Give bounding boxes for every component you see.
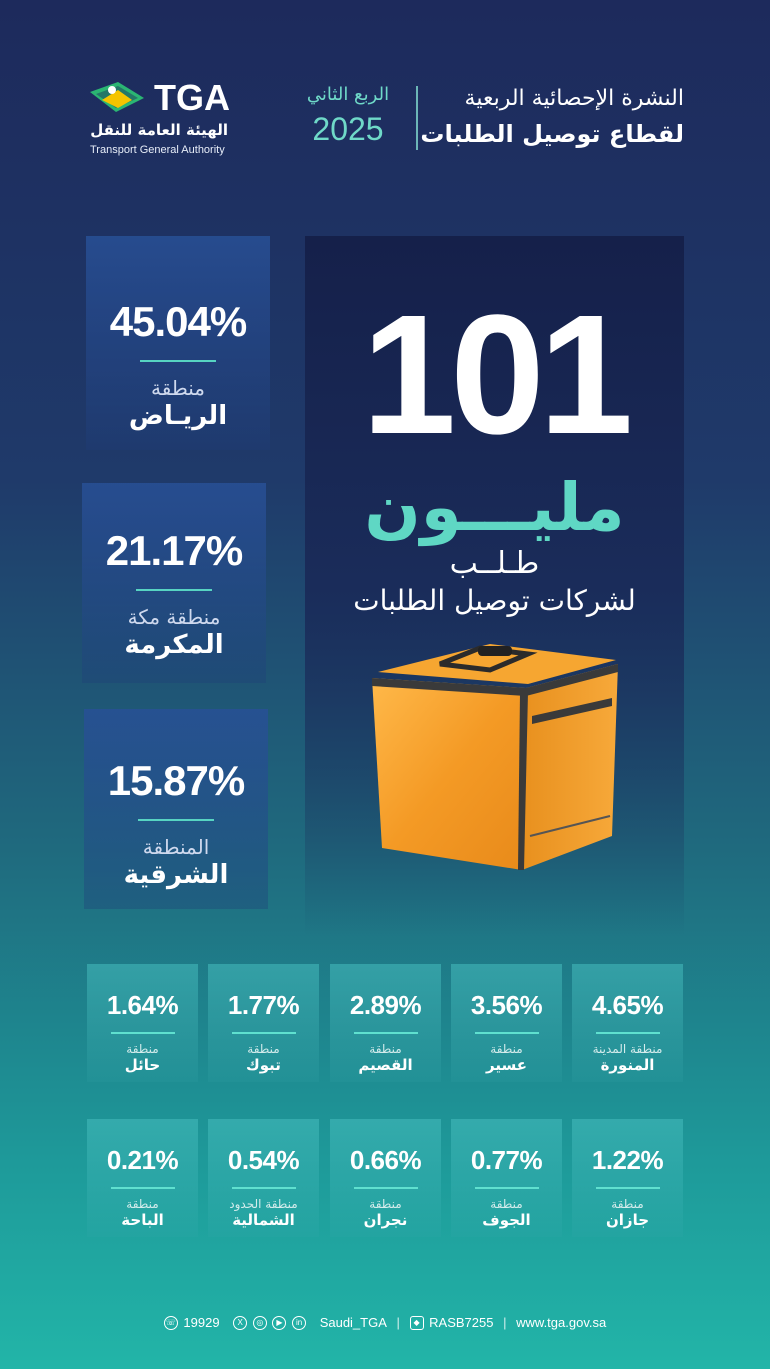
region-percent: 0.66% <box>349 1145 422 1175</box>
region-card-hail: 1.64% منطقة حائل <box>87 964 198 1082</box>
region-name: الباحة <box>121 1211 164 1229</box>
region-name: نجران <box>363 1211 408 1229</box>
title-line2: لقطاع توصيل الطلبات <box>420 120 684 148</box>
delivery-bag-icon <box>372 644 618 870</box>
headline-number: 101 <box>361 280 634 470</box>
divider-line <box>110 1187 175 1189</box>
region-name: تبوك <box>246 1056 281 1074</box>
region-name: جازان <box>605 1211 650 1229</box>
footer-social-handle[interactable]: Saudi_TGA <box>319 1315 387 1331</box>
region-card-tabuk: 1.77% منطقة تبوك <box>208 964 319 1082</box>
region-prefix: المنطقة <box>142 835 210 859</box>
divider-line <box>474 1032 539 1034</box>
region-name: الشرقية <box>123 860 229 890</box>
region-name: الريـاض <box>128 401 228 431</box>
quarter-year: 2025 <box>312 111 384 147</box>
region-prefix: منطقة <box>369 1197 402 1211</box>
headline-unit: مليـــون <box>364 469 625 546</box>
region-percent: 0.54% <box>227 1145 300 1175</box>
region-card-madinah: 4.65% منطقة المدينة المنورة <box>572 964 683 1082</box>
divider-line <box>231 1032 296 1034</box>
footer-rasb: RASB7255 <box>429 1315 494 1331</box>
page-title: النشرة الإحصائية الربعية لقطاع توصيل الط… <box>420 84 684 152</box>
phone-icon: ☏ <box>163 1315 178 1330</box>
divider-line <box>474 1187 539 1189</box>
region-prefix: منطقة <box>151 376 205 400</box>
region-percent: 0.21% <box>106 1145 179 1175</box>
divider-line <box>110 1032 175 1034</box>
youtube-icon[interactable]: ▶ <box>272 1316 287 1331</box>
divider-line <box>231 1187 296 1189</box>
region-card-qassim: 2.89% منطقة القصيم <box>330 964 441 1082</box>
region-prefix: منطقة <box>490 1197 523 1211</box>
footer-separator: | <box>503 1315 507 1331</box>
x-icon[interactable]: X <box>233 1316 248 1331</box>
tga-logo: TGA الهيئة العامة للنقل Transport Genera… <box>88 76 230 160</box>
region-name: الجوف <box>482 1211 531 1229</box>
region-prefix: منطقة <box>611 1197 644 1211</box>
logo-arabic-name: الهيئة العامة للنقل <box>90 121 228 139</box>
region-card-jazan: 1.22% منطقة جازان <box>572 1119 683 1237</box>
region-card-eastern: 15.87% المنطقة الشرقية <box>84 709 268 909</box>
logo-text: TGA <box>154 77 230 118</box>
footer-website-link[interactable]: www.tga.gov.sa <box>516 1315 607 1331</box>
quarter-label: الربع الثاني <box>306 84 390 105</box>
region-name: حائل <box>124 1056 161 1074</box>
region-percent: 15.87% <box>107 757 245 804</box>
region-prefix: منطقة <box>126 1197 159 1211</box>
region-percent: 2.89% <box>349 990 422 1020</box>
title-line1: النشرة الإحصائية الربعية <box>464 86 684 111</box>
tga-logo-mark-icon <box>90 82 144 112</box>
quarter-block: الربع الثاني 2025 <box>298 84 398 147</box>
region-percent: 4.65% <box>591 990 664 1020</box>
divider-line <box>140 360 216 362</box>
divider-line <box>353 1032 418 1034</box>
region-prefix: منطقة <box>490 1042 523 1056</box>
footer-separator: | <box>396 1315 400 1331</box>
footer-phone: 19929 <box>183 1315 220 1331</box>
region-name: الشمالية <box>232 1211 295 1229</box>
region-name: عسير <box>486 1056 527 1074</box>
shield-icon: ◆ <box>409 1315 424 1330</box>
region-percent: 1.64% <box>106 990 179 1020</box>
region-card-asir: 3.56% منطقة عسير <box>451 964 562 1082</box>
region-prefix: منطقة مكة <box>127 605 221 629</box>
region-percent: 1.77% <box>227 990 300 1020</box>
divider-line <box>138 819 214 821</box>
region-name: المنورة <box>600 1056 655 1074</box>
region-percent: 3.56% <box>470 990 543 1020</box>
region-percent: 45.04% <box>109 298 247 345</box>
region-percent: 21.17% <box>105 527 243 574</box>
region-percent: 1.22% <box>591 1145 664 1175</box>
instagram-icon[interactable]: ◎ <box>252 1316 267 1331</box>
region-name: القصيم <box>358 1056 413 1074</box>
region-percent: 0.77% <box>470 1145 543 1175</box>
footer: ☏ 19929 X ◎ ▶ in Saudi_TGA | ◆ RASB7255 … <box>0 1314 770 1331</box>
region-card-jouf: 0.77% منطقة الجوف <box>451 1119 562 1237</box>
region-prefix: منطقة <box>369 1042 402 1056</box>
region-card-northern-borders: 0.54% منطقة الحدود الشمالية <box>208 1119 319 1237</box>
region-prefix: منطقة الحدود <box>229 1197 298 1211</box>
region-prefix: منطقة <box>247 1042 280 1056</box>
region-card-najran: 0.66% منطقة نجران <box>330 1119 441 1237</box>
region-prefix: منطقة المدينة <box>592 1042 663 1056</box>
divider-line <box>353 1187 418 1189</box>
region-card-baha: 0.21% منطقة الباحة <box>87 1119 198 1237</box>
region-name: المكرمة <box>124 630 224 660</box>
divider-line <box>136 589 212 591</box>
region-prefix: منطقة <box>126 1042 159 1056</box>
headline-label: طـلــب <box>449 546 540 581</box>
divider-line <box>595 1187 660 1189</box>
logo-english-name: Transport General Authority <box>90 144 225 156</box>
region-card-riyadh: 45.04% منطقة الريـاض <box>86 236 270 450</box>
linkedin-icon[interactable]: in <box>292 1316 307 1331</box>
headline-sublabel: لشركات توصيل الطلبات <box>353 584 636 617</box>
region-card-makkah: 21.17% منطقة مكة المكرمة <box>82 483 266 683</box>
header-divider <box>416 86 418 150</box>
divider-line <box>595 1032 660 1034</box>
